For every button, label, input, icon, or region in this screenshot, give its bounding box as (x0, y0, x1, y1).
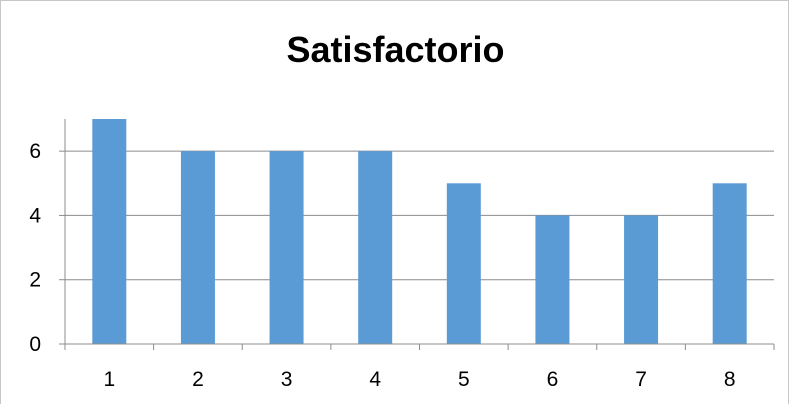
y-tick-label: 0 (29, 333, 41, 356)
x-tick-label: 1 (103, 368, 115, 391)
y-tick-label: 6 (29, 140, 41, 163)
x-tick-label: 4 (369, 368, 381, 391)
gridlines (65, 150, 774, 281)
bar-1 (92, 119, 127, 344)
tick-labels: 0 2 4 6 1 2 3 4 5 6 7 8 (29, 140, 735, 391)
x-tick-label: 5 (458, 368, 470, 391)
bars (92, 119, 747, 344)
bar-6 (535, 215, 570, 344)
bar-8 (712, 183, 747, 344)
y-tick-label: 2 (29, 269, 41, 292)
y-tick-label: 4 (29, 204, 41, 227)
x-tick-label: 7 (635, 368, 647, 391)
bar-5 (446, 183, 481, 344)
chart-title: Satisfactorio (286, 29, 505, 70)
bar-2 (180, 151, 215, 344)
x-tick-label: 6 (547, 368, 559, 391)
x-tick-label: 3 (281, 368, 293, 391)
bar-4 (358, 151, 393, 344)
bar-3 (269, 151, 304, 344)
x-tick-label: 8 (724, 368, 736, 391)
x-tick-label: 2 (192, 368, 204, 391)
axes (59, 119, 775, 350)
bar-7 (624, 215, 659, 344)
